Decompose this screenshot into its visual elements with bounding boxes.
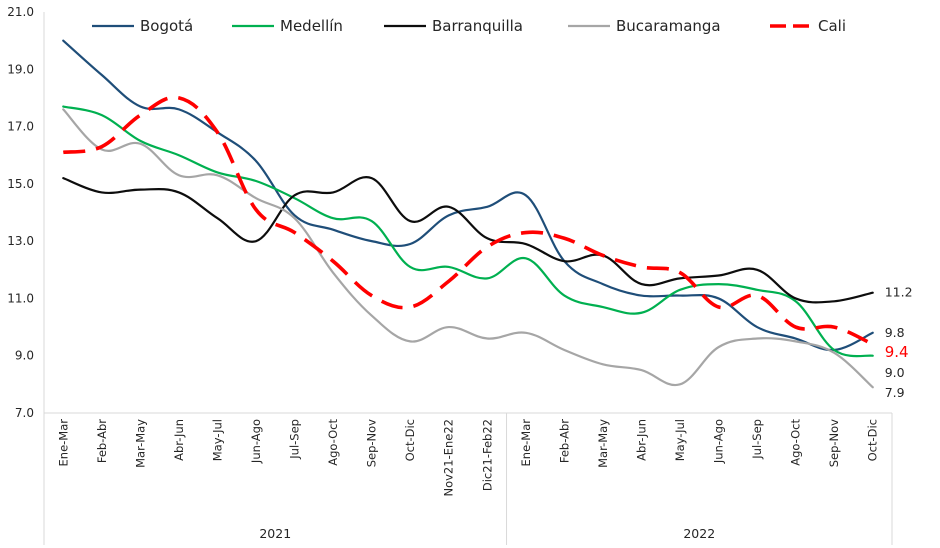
end-label-cali: 9.4 <box>885 343 909 361</box>
series-line-medellín <box>62 105 874 358</box>
x-tick-label: Feb-Abr <box>557 419 571 463</box>
y-tick-label: 21.0 <box>7 5 34 19</box>
x-tick-label: Jul-Sep <box>750 419 764 460</box>
legend-label-bogotá: Bogotá <box>140 17 193 35</box>
y-tick-label: 19.0 <box>7 62 34 76</box>
series-line-bogotá <box>62 39 874 352</box>
x-tick-label: Abr-Jun <box>172 419 186 461</box>
x-tick-label: Abr-Jun <box>634 419 648 461</box>
end-label-bogotá: 9.8 <box>885 325 905 340</box>
series-line-bucaramanga <box>62 108 874 389</box>
legend: Bogotá Medellín Barranquilla Bucaramanga Cal… <box>92 17 846 35</box>
x-tick-label: Sep-Nov <box>827 419 841 467</box>
series-layer <box>62 39 874 389</box>
x-tick-label: Jul-Sep <box>288 419 302 460</box>
x-tick-label: Jun-Ago <box>712 419 726 464</box>
legend-label-barranquilla: Barranquilla <box>432 17 523 35</box>
y-tick-label: 15.0 <box>7 177 34 191</box>
x-tick-label: Jun-Ago <box>249 419 263 464</box>
x-tick-label: May-Jul <box>673 419 687 461</box>
legend-label-medellín: Medellín <box>280 17 343 35</box>
end-label-barranquilla: 11.2 <box>885 285 913 300</box>
x-tick-label: Ene-Mar <box>56 419 70 467</box>
y-tick-label: 7.0 <box>15 406 34 420</box>
end-label-medellín: 9.0 <box>885 365 905 380</box>
y-tick-label: 13.0 <box>7 234 34 248</box>
x-tick-label: Oct-Dic <box>866 419 880 461</box>
legend-label-bucaramanga: Bucaramanga <box>616 17 721 35</box>
x-tick-label: Oct-Dic <box>403 419 417 461</box>
x-tick-label: May-Jul <box>210 419 224 461</box>
x-tick-label: Feb-Abr <box>95 419 109 463</box>
x-tick-label: Nov21-Ene22 <box>442 419 456 497</box>
y-axis: 7.0 9.0 11.0 13.0 15.0 17.0 19.0 21.0 <box>7 5 45 420</box>
x-tick-label: Sep-Nov <box>365 419 379 467</box>
x-tick-label: Ago-Oct <box>789 419 803 466</box>
series-line-barranquilla <box>62 176 874 304</box>
group-label: 2021 <box>259 526 291 541</box>
x-tick-label: Dic21-Feb22 <box>480 419 494 491</box>
y-tick-label: 11.0 <box>7 291 34 305</box>
x-tick-label: Ene-Mar <box>519 419 533 467</box>
end-labels: 11.2 9.8 9.4 9.0 7.9 <box>885 285 913 400</box>
x-tick-label: Mar-May <box>133 419 147 468</box>
series-line-cali <box>63 95 874 346</box>
x-tick-label: Ago-Oct <box>326 419 340 466</box>
x-tick-label: Mar-May <box>596 419 610 468</box>
x-axis: Ene-Mar Feb-Abr Mar-May Abr-Jun May-Jul Jun-A… <box>43 412 893 545</box>
y-tick-label: 17.0 <box>7 120 34 134</box>
group-label: 2022 <box>683 526 715 541</box>
legend-label-cali: Cali <box>818 17 846 35</box>
end-label-bucaramanga: 7.9 <box>885 385 905 400</box>
y-tick-label: 9.0 <box>15 349 34 363</box>
